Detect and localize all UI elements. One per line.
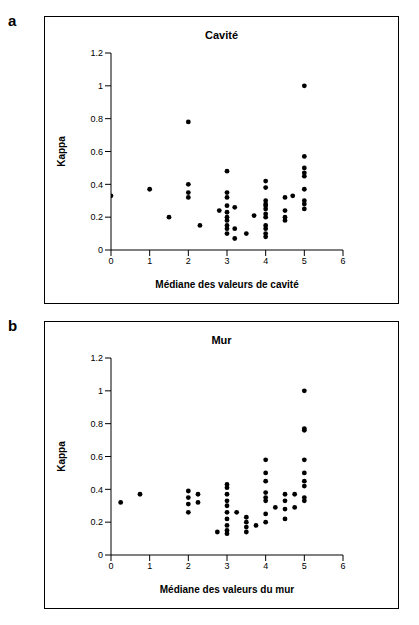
- html-text:Mur: Mur: [211, 334, 232, 346]
- svg-text:0.8: 0.8: [90, 419, 103, 429]
- svg-text:0.4: 0.4: [90, 180, 103, 190]
- svg-text:0: 0: [108, 256, 113, 266]
- svg-text:Médiane des valeurs de cavité: Médiane des valeurs de cavité: [155, 279, 299, 290]
- svg-text:Médiane des valeurs du mur: Médiane des valeurs du mur: [160, 584, 295, 595]
- svg-text:3: 3: [224, 256, 229, 266]
- svg-text:0.6: 0.6: [90, 452, 103, 462]
- svg-text:0.4: 0.4: [90, 485, 103, 495]
- svg-text:1: 1: [147, 561, 152, 571]
- svg-text:1.2: 1.2: [90, 48, 103, 58]
- svg-text:Kappa: Kappa: [56, 136, 67, 167]
- svg-text:6: 6: [340, 561, 345, 571]
- svg-text:0: 0: [98, 245, 103, 255]
- svg-text:0: 0: [108, 561, 113, 571]
- svg-text:3: 3: [224, 561, 229, 571]
- html-text:a: a: [8, 12, 17, 29]
- svg-text:Kappa: Kappa: [56, 441, 67, 472]
- svg-text:2: 2: [186, 256, 191, 266]
- svg-text:5: 5: [302, 256, 307, 266]
- svg-text:5: 5: [302, 561, 307, 571]
- svg-text:4: 4: [263, 256, 268, 266]
- svg-text:0.2: 0.2: [90, 212, 103, 222]
- svg-text:1: 1: [98, 386, 103, 396]
- svg-text:0: 0: [98, 550, 103, 560]
- svg-text:1.2: 1.2: [90, 353, 103, 363]
- svg-text:1: 1: [98, 81, 103, 91]
- svg-text:0.2: 0.2: [90, 517, 103, 527]
- svg-text:1: 1: [147, 256, 152, 266]
- svg-text:0.8: 0.8: [90, 114, 103, 124]
- svg-text:0.6: 0.6: [90, 147, 103, 157]
- svg-text:6: 6: [340, 256, 345, 266]
- svg-text:2: 2: [186, 561, 191, 571]
- svg-text:4: 4: [263, 561, 268, 571]
- html-text:Cavité: Cavité: [205, 29, 238, 41]
- html-text:b: b: [8, 317, 18, 334]
